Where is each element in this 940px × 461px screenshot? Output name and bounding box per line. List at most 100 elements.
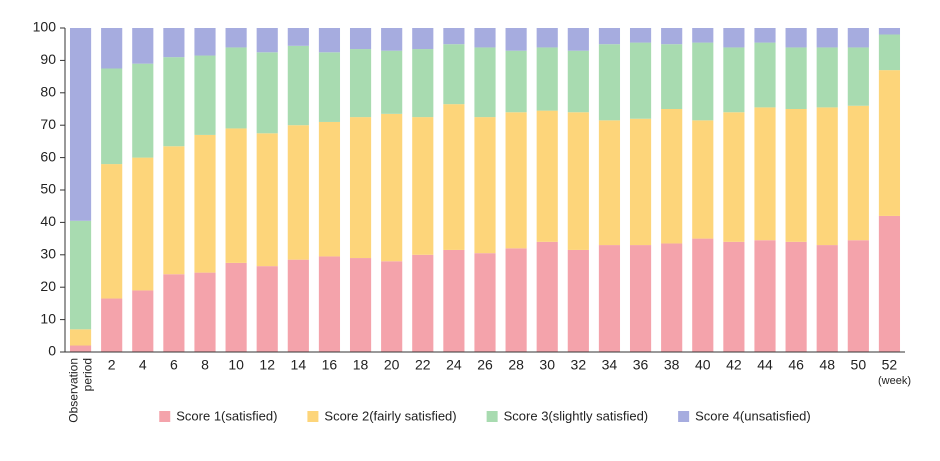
x-tick-label: 32 [571,357,587,373]
legend-label: Score 1(satisfied) [176,408,277,423]
bar-segment [412,28,434,50]
y-tick-label: 40 [40,213,56,229]
bar-segment [754,42,776,108]
x-tick-label: 16 [322,357,338,373]
bar-segment [816,245,838,352]
bar-segment [101,28,123,69]
bar-segment [629,28,652,43]
bar-segment [412,49,434,118]
y-tick-label: 90 [40,51,56,67]
bar-segment [318,256,341,352]
y-tick-label: 20 [40,278,56,294]
bar-segment [349,28,372,50]
x-tick-label: 28 [508,357,524,373]
bar-segment [505,248,527,352]
bar-segment [785,47,807,109]
y-tick-label: 10 [40,310,56,326]
bar-segment [661,243,683,352]
bar-segment [381,261,403,352]
bar-segment [878,70,901,216]
bar-segment [287,45,309,126]
bar-segment [723,112,745,242]
bar-segment [318,121,341,257]
x-tick-label: 34 [602,357,618,373]
x-tick-label: 48 [819,357,835,373]
bar-segment [256,133,278,267]
bar-segment [69,28,92,221]
legend-swatch [678,411,690,422]
bar-segment [878,215,901,352]
bar-segment [567,112,589,250]
bar-segment [847,47,869,106]
legend-swatch [307,411,319,422]
bar-segment [318,28,341,53]
bar-segment [474,253,496,352]
legend: Score 1(satisfied) Score 2(fairly satisfi… [159,408,811,423]
bar-segment [225,128,247,263]
bar-segment [381,28,403,51]
bar-segment [287,259,309,352]
x-tick-label: 52 [882,357,898,373]
bar-segment [256,52,278,134]
bar-segment [692,42,714,121]
bar-segment [101,298,123,352]
bar-segment [194,134,216,273]
bar-segment [318,52,341,122]
bar-segment [194,55,216,135]
bar-segment [878,34,901,71]
bar-segment [629,245,652,352]
x-tick-label: 14 [291,357,307,373]
bar-segment [225,262,247,352]
x-tick-label: 44 [757,357,773,373]
x-tick-label: 12 [259,357,275,373]
bar-segment [287,28,309,46]
bar-segment [816,28,838,48]
bar-segment [629,42,652,119]
bar-segment [816,47,838,108]
bar-segment [349,258,372,352]
x-tick-label: 46 [788,357,804,373]
bar-segment [723,47,745,113]
bar-segment [69,345,92,352]
x-tick-label: 2 [108,357,116,373]
bar-segment [474,117,496,254]
bar-segment [132,63,154,158]
bar-segment [723,28,745,48]
bar-segment [536,28,558,48]
x-tick-label: 40 [695,357,711,373]
bar-segment [287,125,309,260]
x-tick-label: 30 [539,357,555,373]
bar-segment [661,28,683,45]
bar-segment [847,240,869,352]
bar-segment [567,249,589,352]
bar-segment [598,44,621,121]
x-tick-label: 20 [384,357,400,373]
bar-segment [381,113,403,262]
bar-segment [692,28,714,43]
bar-segment [598,245,621,352]
bar-segment [847,105,869,241]
bar-segment [598,28,621,45]
bar-segment [474,47,496,118]
x-tick-label: 24 [446,357,462,373]
bar-segment [132,157,154,291]
x-tick-label: 6 [170,357,178,373]
bar-segment [412,254,434,352]
y-tick-label: 60 [40,148,56,164]
bar-segment [163,57,185,147]
bar-segment [443,28,465,45]
bar-segment [381,50,403,114]
bar-segment [225,47,247,129]
bar-segment [256,266,278,352]
legend-label: Score 2(fairly satisfied) [324,408,456,423]
bar-segment [349,49,372,118]
bar-segment [692,120,714,239]
legend-swatch [159,411,171,422]
y-tick-label: 80 [40,84,56,100]
bar-segment [505,112,527,249]
bar-segment [132,290,154,352]
x-tick-label: 26 [477,357,493,373]
bar-segment [661,44,683,110]
bar-segment [225,28,247,48]
bar-segment [785,109,807,242]
